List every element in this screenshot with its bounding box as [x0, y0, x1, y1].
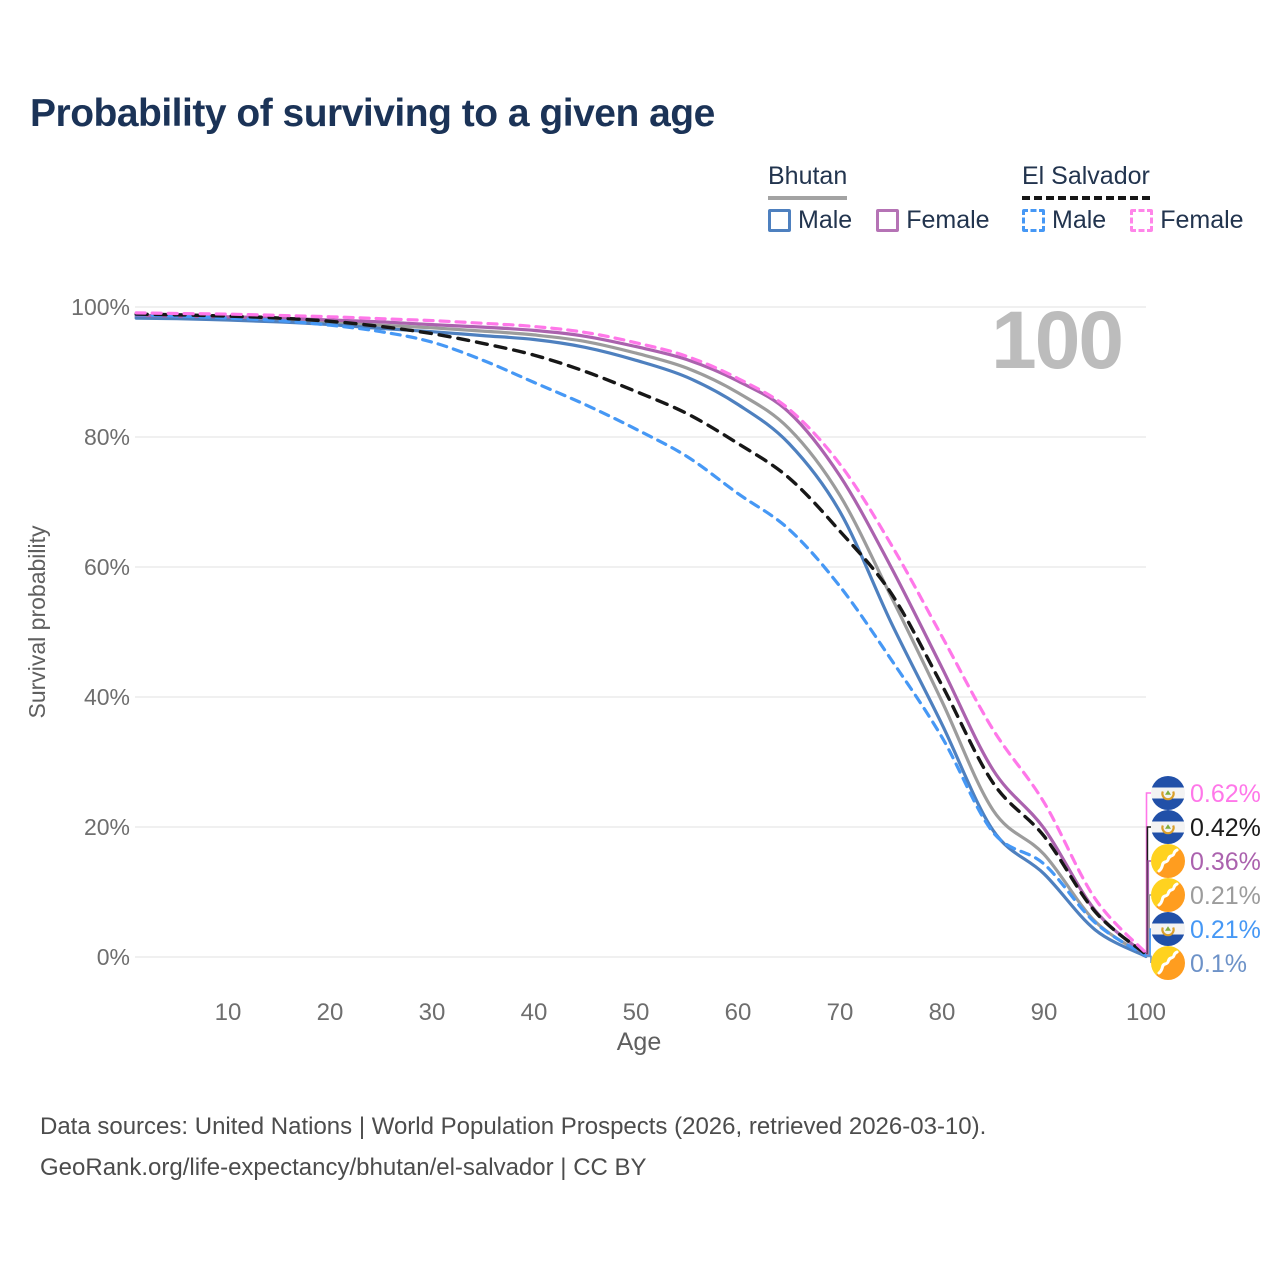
series-line-bhutan-female[interactable]	[134, 313, 1148, 957]
legend-label: Male	[798, 206, 853, 234]
legend-label: Female	[906, 206, 990, 234]
attribution-line: GeoRank.org/life-expectancy/bhutan/el-sa…	[40, 1154, 647, 1181]
flag-icon-bhutan	[1151, 946, 1185, 980]
flag-icon-el-salvador	[1151, 776, 1185, 810]
legend-group-bhutan: Bhutan Male Female	[768, 162, 990, 235]
legend-swatch-el-salvador-female	[1130, 209, 1154, 232]
end-label-value: 0.36%	[1190, 848, 1261, 876]
legend-group-el-salvador: El Salvador Male Female	[1022, 162, 1244, 235]
legend-swatch-bhutan-male	[768, 209, 791, 232]
footer: Data sources: United Nations | World Pop…	[40, 1106, 986, 1188]
x-tick-70: 70	[827, 999, 854, 1026]
x-tick-90: 90	[1031, 999, 1058, 1026]
end-label-el-salvador-female: 0.62%	[1151, 776, 1261, 810]
y-tick-80: 80%	[84, 424, 130, 450]
x-tick-40: 40	[521, 999, 548, 1026]
legend-swatch-el-salvador-male	[1022, 209, 1045, 232]
end-label-el-salvador-male: 0.21%	[1151, 912, 1261, 946]
end-label-bhutan-total: 0.21%	[1151, 878, 1261, 912]
data-sources-line: Data sources: United Nations | World Pop…	[40, 1113, 987, 1140]
legend-item-el-salvador-female[interactable]: Female	[1130, 206, 1244, 235]
y-tick-100: 100%	[71, 294, 130, 320]
end-label-value: 0.21%	[1190, 882, 1261, 910]
end-label-el-salvador-total: 0.42%	[1151, 810, 1261, 844]
series-line-el-salvador-total[interactable]	[134, 312, 1148, 956]
end-connector-el-salvador-female	[1145, 792, 1151, 954]
x-tick-20: 20	[317, 999, 344, 1026]
y-tick-40: 40%	[84, 684, 130, 710]
end-connector-bhutan-male	[1146, 955, 1152, 963]
x-tick-60: 60	[725, 999, 752, 1026]
legend-title-el-salvador: El Salvador	[1022, 162, 1150, 200]
flag-icon-bhutan	[1151, 878, 1185, 912]
survival-chart: 0% 20% 40% 60% 80% 100% 10 20 30 40 50 60 70 80 90 100 A…	[24, 294, 1261, 1056]
end-label-bhutan-female: 0.36%	[1151, 844, 1261, 878]
legend-swatch-bhutan-female	[876, 209, 900, 232]
x-tick-100: 100	[1126, 999, 1166, 1026]
legend-label: Male	[1052, 206, 1107, 234]
end-label-value: 0.21%	[1190, 916, 1261, 944]
legend-item-bhutan-male[interactable]: Male	[768, 206, 852, 235]
chart-legend: Bhutan Male Female El Salvador Male Female	[0, 0, 1280, 250]
x-tick-30: 30	[419, 999, 446, 1026]
legend-item-bhutan-female[interactable]: Female	[876, 206, 990, 235]
y-tick-20: 20%	[84, 814, 130, 840]
flag-icon-el-salvador	[1151, 912, 1185, 946]
x-axis-label: Age	[617, 1028, 661, 1056]
series-line-el-salvador-male[interactable]	[134, 313, 1148, 958]
legend-title-bhutan: Bhutan	[768, 162, 848, 200]
end-connector-bhutan-female	[1146, 860, 1151, 956]
end-label-value: 0.62%	[1190, 780, 1261, 808]
series-line-bhutan-total[interactable]	[134, 315, 1148, 958]
hover-age-watermark: 100	[991, 295, 1122, 386]
y-axis-label: Survival probability	[24, 525, 50, 719]
y-tick-0: 0%	[97, 944, 130, 970]
page-title: Probability of surviving to a given age	[30, 92, 715, 135]
legend-label: Female	[1160, 206, 1244, 234]
x-tick-80: 80	[929, 999, 956, 1026]
flag-icon-bhutan	[1151, 844, 1185, 878]
x-tick-50: 50	[623, 999, 650, 1026]
y-tick-60: 60%	[84, 554, 130, 580]
end-label-value: 0.42%	[1190, 814, 1261, 842]
end-connector-el-salvador-male	[1146, 928, 1151, 957]
series-line-el-salvador-female[interactable]	[134, 311, 1148, 955]
x-tick-10: 10	[215, 999, 242, 1026]
end-label-value: 0.1%	[1190, 950, 1247, 978]
series-line-bhutan-male[interactable]	[134, 316, 1148, 958]
flag-icon-el-salvador	[1151, 810, 1185, 844]
end-label-bhutan-male: 0.1%	[1151, 946, 1247, 980]
legend-item-el-salvador-male[interactable]: Male	[1022, 206, 1106, 235]
